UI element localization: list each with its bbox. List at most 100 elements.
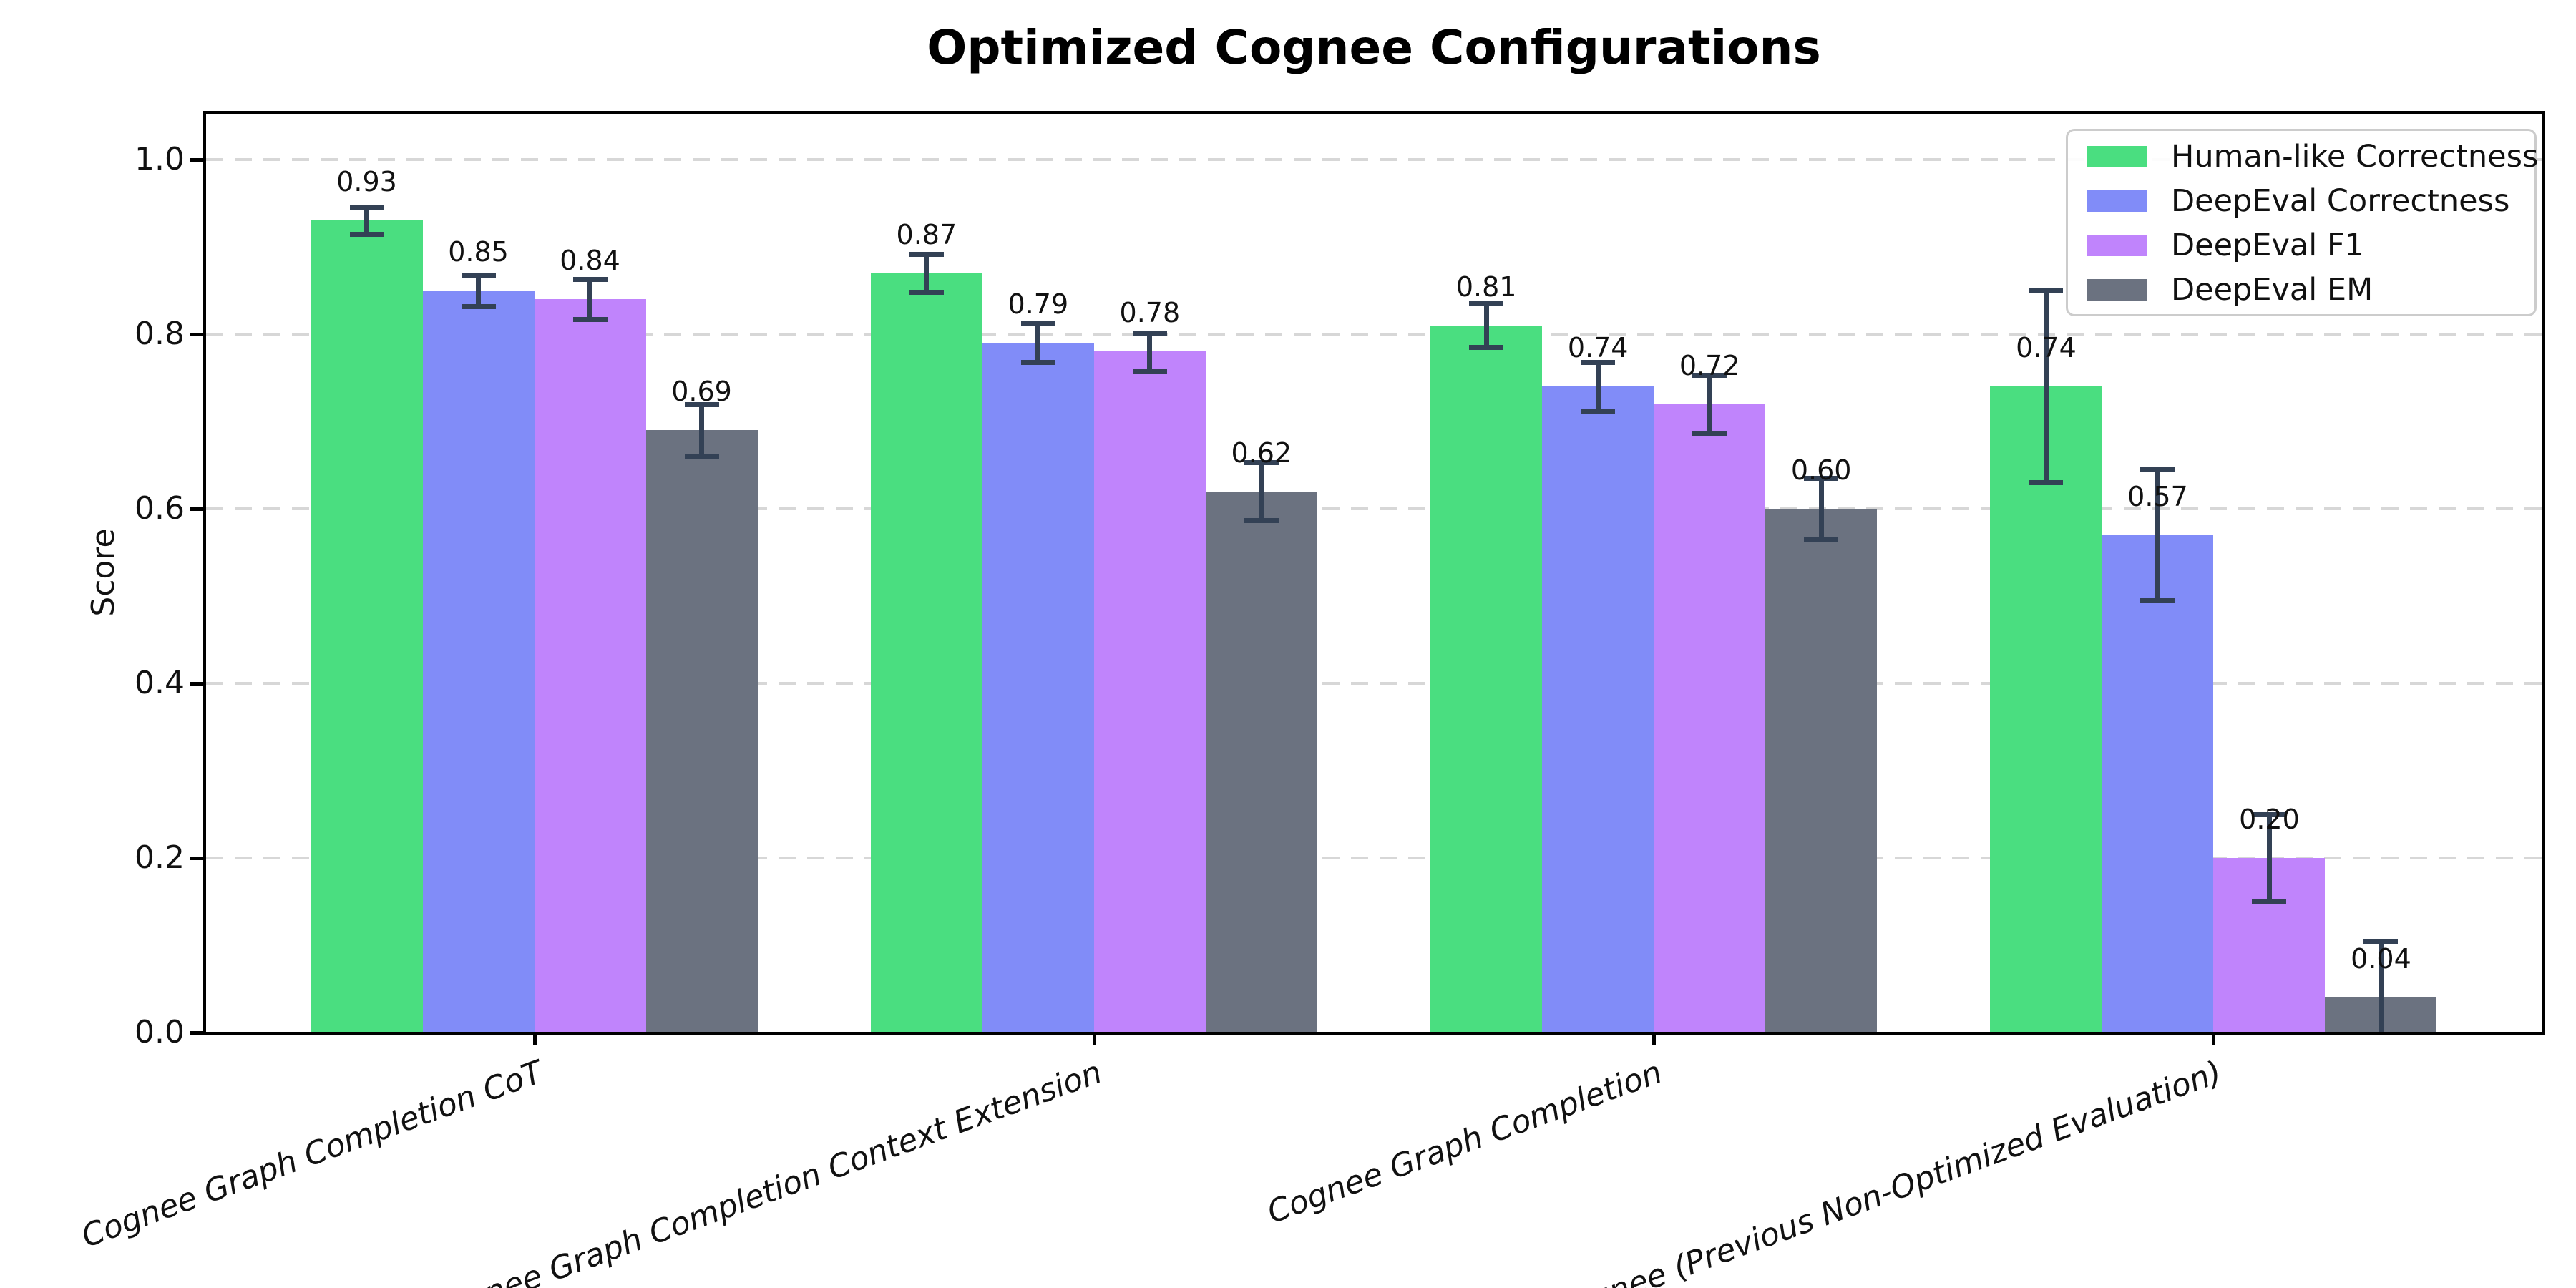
- bar-value-label: 0.85: [448, 236, 509, 268]
- bar-value-label: 0.84: [560, 245, 620, 277]
- bar-value-label: 0.93: [336, 166, 397, 198]
- legend-label: Human-like Correctness: [2171, 139, 2539, 175]
- bar: [422, 291, 535, 1033]
- error-bar-top-cap: [2029, 288, 2064, 293]
- y-tick-mark: [190, 333, 203, 336]
- legend-rows: Human-like Correctness DeepEval Correctne…: [2087, 135, 2538, 312]
- bar-value-label: 0.04: [2351, 943, 2411, 975]
- bar: [982, 343, 1094, 1033]
- legend-color-swatch: [2087, 279, 2147, 301]
- grid-line: [206, 333, 2542, 336]
- error-bar: [2043, 291, 2049, 483]
- x-tick-label: Cognee Graph Completion: [1262, 1053, 1667, 1231]
- bar-value-label: 0.78: [1119, 297, 1181, 329]
- legend-color-swatch: [2087, 190, 2147, 212]
- error-bar-bottom-cap: [349, 231, 384, 237]
- error-bar-top-cap: [572, 277, 608, 283]
- error-bar-bottom-cap: [2140, 598, 2175, 604]
- error-bar: [1259, 462, 1264, 520]
- error-bar: [2378, 940, 2384, 1033]
- y-tick-label: 0.0: [135, 1014, 185, 1050]
- error-bar-bottom-cap: [1020, 360, 1055, 366]
- legend-label: DeepEval F1: [2171, 228, 2364, 263]
- error-bar: [476, 275, 482, 306]
- y-tick-label: 0.8: [135, 316, 185, 352]
- error-bar: [1818, 478, 1824, 540]
- grid-line: [206, 507, 2542, 510]
- error-bar-top-cap: [349, 205, 384, 211]
- y-tick-mark: [190, 857, 203, 860]
- y-tick-label: 0.4: [135, 665, 185, 701]
- error-bar-top-cap: [909, 251, 944, 257]
- error-bar-top-cap: [684, 401, 719, 407]
- grid-line: [206, 158, 2542, 161]
- error-bar-bottom-cap: [2252, 899, 2287, 904]
- error-bar-bottom-cap: [1804, 537, 1839, 542]
- chart-title: Optimized Cognee Configurations: [927, 20, 1821, 75]
- error-bar: [364, 208, 370, 234]
- error-bar: [587, 279, 593, 320]
- legend-color-swatch: [2087, 146, 2147, 167]
- error-bar-top-cap: [461, 273, 496, 278]
- legend-item: DeepEval EM: [2087, 268, 2534, 312]
- bar: [645, 430, 758, 1033]
- error-bar: [1035, 323, 1041, 363]
- bar-value-label: 0.69: [671, 376, 732, 408]
- error-bar-bottom-cap: [909, 290, 944, 296]
- y-tick-mark: [190, 1031, 203, 1035]
- error-bar: [1595, 362, 1601, 411]
- error-bar-bottom-cap: [1469, 345, 1504, 351]
- x-tick-mark: [1652, 1033, 1657, 1045]
- error-bar-top-cap: [2252, 812, 2287, 817]
- legend-label: DeepEval EM: [2171, 272, 2373, 308]
- y-tick-mark: [190, 507, 203, 511]
- error-bar-top-cap: [1469, 301, 1504, 307]
- bar-value-label: 0.62: [1231, 436, 1292, 469]
- error-bar-top-cap: [1244, 460, 1279, 466]
- bar: [1654, 404, 1766, 1033]
- legend-item: Human-like Correctness: [2087, 135, 2538, 179]
- y-tick-mark: [190, 682, 203, 686]
- x-tick-mark: [532, 1033, 537, 1045]
- bar-value-label: 0.81: [1455, 270, 1517, 303]
- bar: [2102, 535, 2214, 1033]
- error-bar: [2155, 469, 2160, 601]
- legend-item: DeepEval F1: [2087, 223, 2534, 268]
- bar: [1542, 386, 1654, 1033]
- grid-line: [206, 857, 2542, 859]
- error-bar-bottom-cap: [572, 317, 608, 323]
- error-bar-top-cap: [2140, 467, 2175, 473]
- bar: [1430, 325, 1543, 1033]
- error-bar-bottom-cap: [1132, 369, 1167, 374]
- y-tick-label: 1.0: [135, 141, 185, 177]
- error-bar-bottom-cap: [684, 454, 719, 459]
- error-bar-bottom-cap: [1244, 517, 1279, 523]
- bar-value-label: 0.72: [1679, 349, 1740, 381]
- x-tick-mark: [2212, 1033, 2216, 1045]
- bar: [1205, 491, 1317, 1033]
- bar: [1093, 351, 1206, 1033]
- error-bar-top-cap: [1804, 476, 1839, 482]
- bar: [311, 220, 423, 1033]
- error-bar-top-cap: [1132, 330, 1167, 336]
- bar: [534, 299, 646, 1033]
- y-tick-label: 0.6: [135, 490, 185, 527]
- bar-value-label: 0.74: [1567, 332, 1629, 364]
- legend-color-swatch: [2087, 235, 2147, 256]
- x-tick-label: Cognee Graph Completion CoT: [76, 1053, 547, 1255]
- bar-value-label: 0.87: [896, 218, 957, 250]
- error-bar: [1147, 332, 1153, 371]
- error-bar-top-cap: [1581, 360, 1616, 366]
- bar-value-label: 0.79: [1008, 288, 1069, 321]
- error-bar-top-cap: [1692, 373, 1727, 379]
- x-tick-mark: [1092, 1033, 1096, 1045]
- bar-value-label: 0.60: [1790, 454, 1852, 486]
- error-bar: [699, 404, 705, 457]
- bar: [1765, 509, 1878, 1033]
- error-bar: [2266, 814, 2272, 902]
- error-bar: [1707, 375, 1712, 433]
- bar-value-label: 0.74: [2016, 332, 2077, 364]
- error-bar-bottom-cap: [2029, 480, 2064, 486]
- error-bar-bottom-cap: [1581, 409, 1616, 414]
- bar-value-label: 0.57: [2127, 480, 2188, 512]
